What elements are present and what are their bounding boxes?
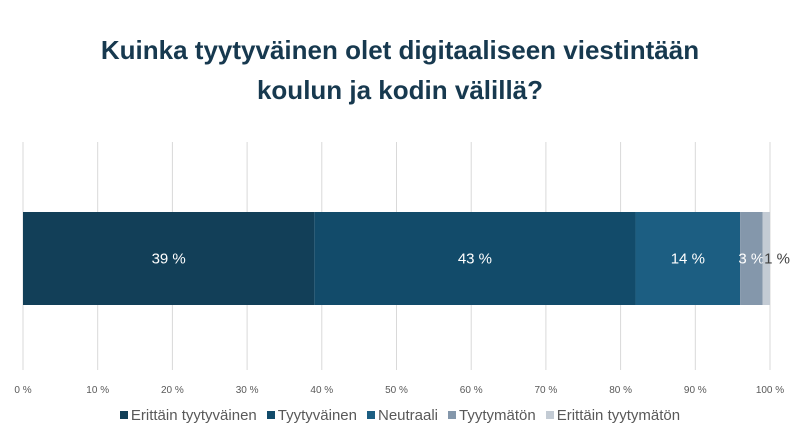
legend-label: Erittäin tyytyväinen [130,407,257,424]
legend-item: Erittäin tyytymätön [545,407,681,424]
data-label: 39 % [152,251,186,268]
x-tick-label: 60 % [460,385,483,396]
x-tick-label: 80 % [609,385,632,396]
chart-title-line-1: Kuinka tyytyväinen olet digitaaliseen vi… [100,35,700,65]
legend-label: Tyytyväinen [277,407,357,424]
legend-label: Neutraali [377,407,439,424]
legend-item: Neutraali [366,407,439,424]
data-label: 43 % [458,251,492,268]
x-tick-label: 70 % [535,385,558,396]
legend-label: Erittäin tyytymätön [556,407,681,424]
legend-swatch [366,411,375,419]
x-tick-label: 100 % [756,385,784,396]
data-label: 3 % [738,251,764,268]
x-tick-label: 20 % [161,385,184,396]
bar-segment [314,212,636,305]
chart-title-line-2: koulun ja kodin välillä? [256,75,544,105]
legend: Erittäin tyytyväinen Tyytyväinen Neutraali… [0,407,800,424]
data-label: 1 % [764,251,790,268]
legend-swatch [448,411,457,419]
legend-label: Tyytymätön [459,407,536,424]
x-tick-label: 90 % [684,385,707,396]
legend-swatch [266,411,275,419]
legend-item: Tyytyväinen [266,407,357,424]
data-label: 14 % [671,251,705,268]
bar-segment [635,212,741,305]
bar-segment [762,212,770,305]
bar-segment [23,212,315,305]
x-tick-label: 10 % [86,385,109,396]
bar-segment [740,212,763,305]
x-tick-label: 0 % [14,385,31,396]
chart-title: Kuinka tyytyväinen olet digitaaliseen vi… [0,30,800,110]
legend-swatch [119,411,128,419]
legend-item: Erittäin tyytyväinen [119,407,257,424]
legend-swatch [545,411,554,419]
x-tick-label: 40 % [310,385,333,396]
x-tick-label: 50 % [385,385,408,396]
x-tick-label: 30 % [236,385,259,396]
legend-item: Tyytymätön [448,407,536,424]
